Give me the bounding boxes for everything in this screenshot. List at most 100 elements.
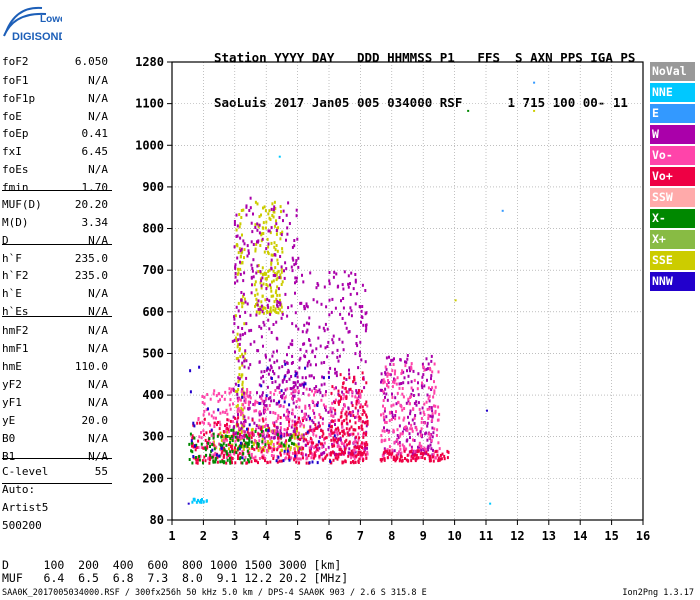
data-point xyxy=(280,434,283,438)
data-point xyxy=(396,428,399,432)
data-point xyxy=(394,417,397,421)
separator-line xyxy=(2,190,112,191)
data-point xyxy=(317,283,320,287)
data-point xyxy=(277,301,280,305)
data-point xyxy=(225,443,228,447)
data-point xyxy=(352,380,355,384)
data-point xyxy=(249,391,252,394)
data-point xyxy=(431,419,434,422)
data-point xyxy=(215,453,218,457)
data-point xyxy=(359,403,362,407)
data-point xyxy=(267,305,270,309)
data-point xyxy=(255,424,258,428)
data-point xyxy=(324,405,327,409)
data-point xyxy=(224,390,227,394)
data-point xyxy=(287,414,290,418)
data-point xyxy=(312,441,315,445)
data-point xyxy=(411,447,413,451)
data-point xyxy=(221,410,224,414)
data-point xyxy=(201,498,203,501)
data-point xyxy=(243,242,246,246)
data-point xyxy=(436,428,439,432)
data-point xyxy=(400,382,403,385)
data-point xyxy=(288,458,291,462)
data-point xyxy=(283,449,286,453)
data-point xyxy=(273,300,276,304)
data-point xyxy=(305,304,308,308)
data-point xyxy=(235,228,238,232)
data-point xyxy=(388,411,391,415)
data-point xyxy=(431,370,434,374)
data-point xyxy=(318,454,321,458)
data-point xyxy=(288,377,291,381)
param-row: h`Es N/A xyxy=(2,304,108,320)
data-point xyxy=(251,269,254,273)
data-point xyxy=(248,439,251,443)
data-point xyxy=(421,456,424,459)
data-point xyxy=(267,274,270,278)
data-point xyxy=(274,380,277,384)
data-point xyxy=(242,448,245,451)
data-point xyxy=(397,442,400,446)
data-point xyxy=(267,440,269,444)
data-point xyxy=(279,255,282,258)
data-point xyxy=(238,447,241,451)
data-point xyxy=(407,374,410,378)
data-point xyxy=(355,415,358,419)
data-point xyxy=(219,431,222,435)
data-point xyxy=(251,433,254,437)
data-point xyxy=(235,243,238,247)
data-point xyxy=(230,456,233,460)
data-point xyxy=(327,428,330,432)
data-point xyxy=(211,443,214,446)
data-point xyxy=(323,437,325,441)
data-point xyxy=(273,432,276,436)
data-point xyxy=(410,392,413,396)
data-point xyxy=(382,381,385,385)
data-point xyxy=(274,274,277,278)
data-point xyxy=(296,380,299,384)
data-point xyxy=(269,410,272,414)
data-point xyxy=(279,451,282,455)
data-point xyxy=(274,224,276,228)
data-point xyxy=(358,354,361,358)
data-point xyxy=(255,446,258,450)
data-point xyxy=(433,391,436,395)
param-name: B0 xyxy=(2,432,16,445)
data-point xyxy=(366,419,369,423)
data-point xyxy=(343,270,346,274)
data-point xyxy=(267,318,270,322)
data-point xyxy=(423,384,426,388)
data-point xyxy=(345,397,348,400)
data-point xyxy=(212,416,215,420)
data-point xyxy=(291,256,294,260)
data-point xyxy=(339,438,342,442)
data-point xyxy=(262,448,264,452)
data-point xyxy=(280,395,282,398)
data-point xyxy=(279,276,282,280)
data-point xyxy=(266,424,269,428)
data-point xyxy=(365,323,368,327)
data-point xyxy=(222,435,225,439)
data-point xyxy=(264,298,267,302)
data-point xyxy=(295,400,298,403)
data-point xyxy=(324,408,327,412)
legend-entry: NNW xyxy=(650,272,695,291)
data-point xyxy=(191,444,193,448)
data-point xyxy=(253,421,256,425)
data-point xyxy=(431,426,434,430)
data-point xyxy=(380,434,383,438)
data-point xyxy=(339,431,341,435)
data-point xyxy=(244,351,247,355)
data-point xyxy=(277,375,280,379)
data-point xyxy=(206,446,209,450)
data-point xyxy=(263,449,266,453)
y-tick-label: 200 xyxy=(142,471,164,485)
data-point xyxy=(293,385,296,389)
data-point xyxy=(279,444,282,448)
data-point xyxy=(256,292,259,296)
data-point xyxy=(286,232,289,236)
data-point xyxy=(349,282,351,286)
data-point xyxy=(358,418,361,422)
data-point xyxy=(240,431,243,435)
